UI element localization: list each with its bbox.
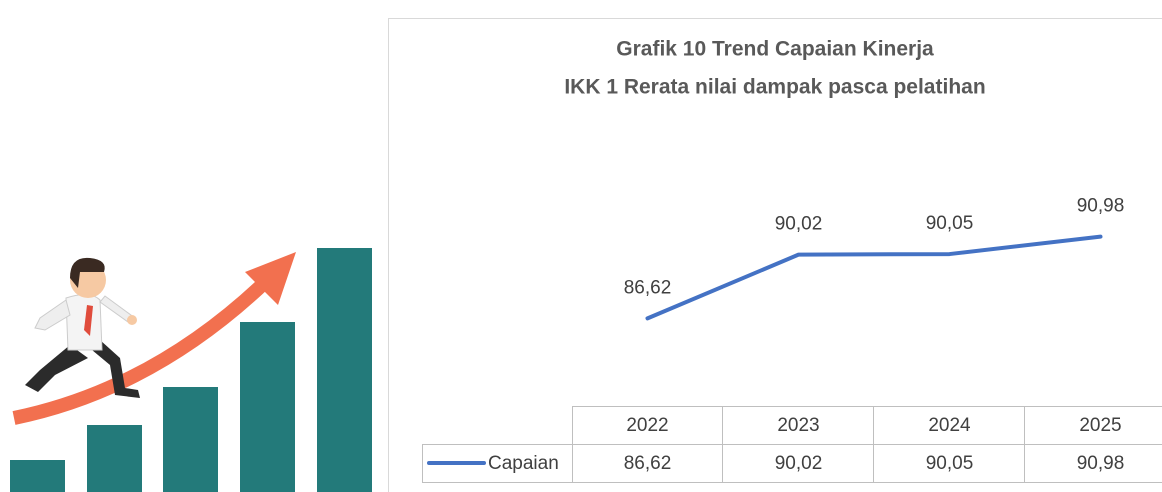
data-table (422, 406, 1162, 483)
illustration (10, 248, 372, 492)
chart-title: IKK 1 Rerata nilai dampak pasca pelatiha… (564, 76, 985, 99)
chart-title: Grafik 10 Trend Capaian Kinerja (616, 38, 934, 61)
table-cell: 90,98 (1077, 453, 1125, 474)
table-cell: 86,62 (624, 453, 672, 474)
table-cell: 90,05 (926, 453, 974, 474)
data-label: 86,62 (624, 277, 672, 298)
table-header: 2024 (928, 415, 971, 436)
data-label: 90,02 (775, 214, 823, 235)
table-header: 2022 (626, 415, 668, 436)
table-header: 2023 (777, 415, 819, 436)
table-header: 2025 (1079, 415, 1121, 436)
data-label: 90,98 (1077, 196, 1125, 217)
table-cell: 90,02 (775, 453, 823, 474)
data-label: 90,05 (926, 213, 974, 234)
legend-label: Capaian (488, 453, 559, 474)
chart-frame (388, 18, 1162, 492)
line-series (645, 234, 1103, 321)
